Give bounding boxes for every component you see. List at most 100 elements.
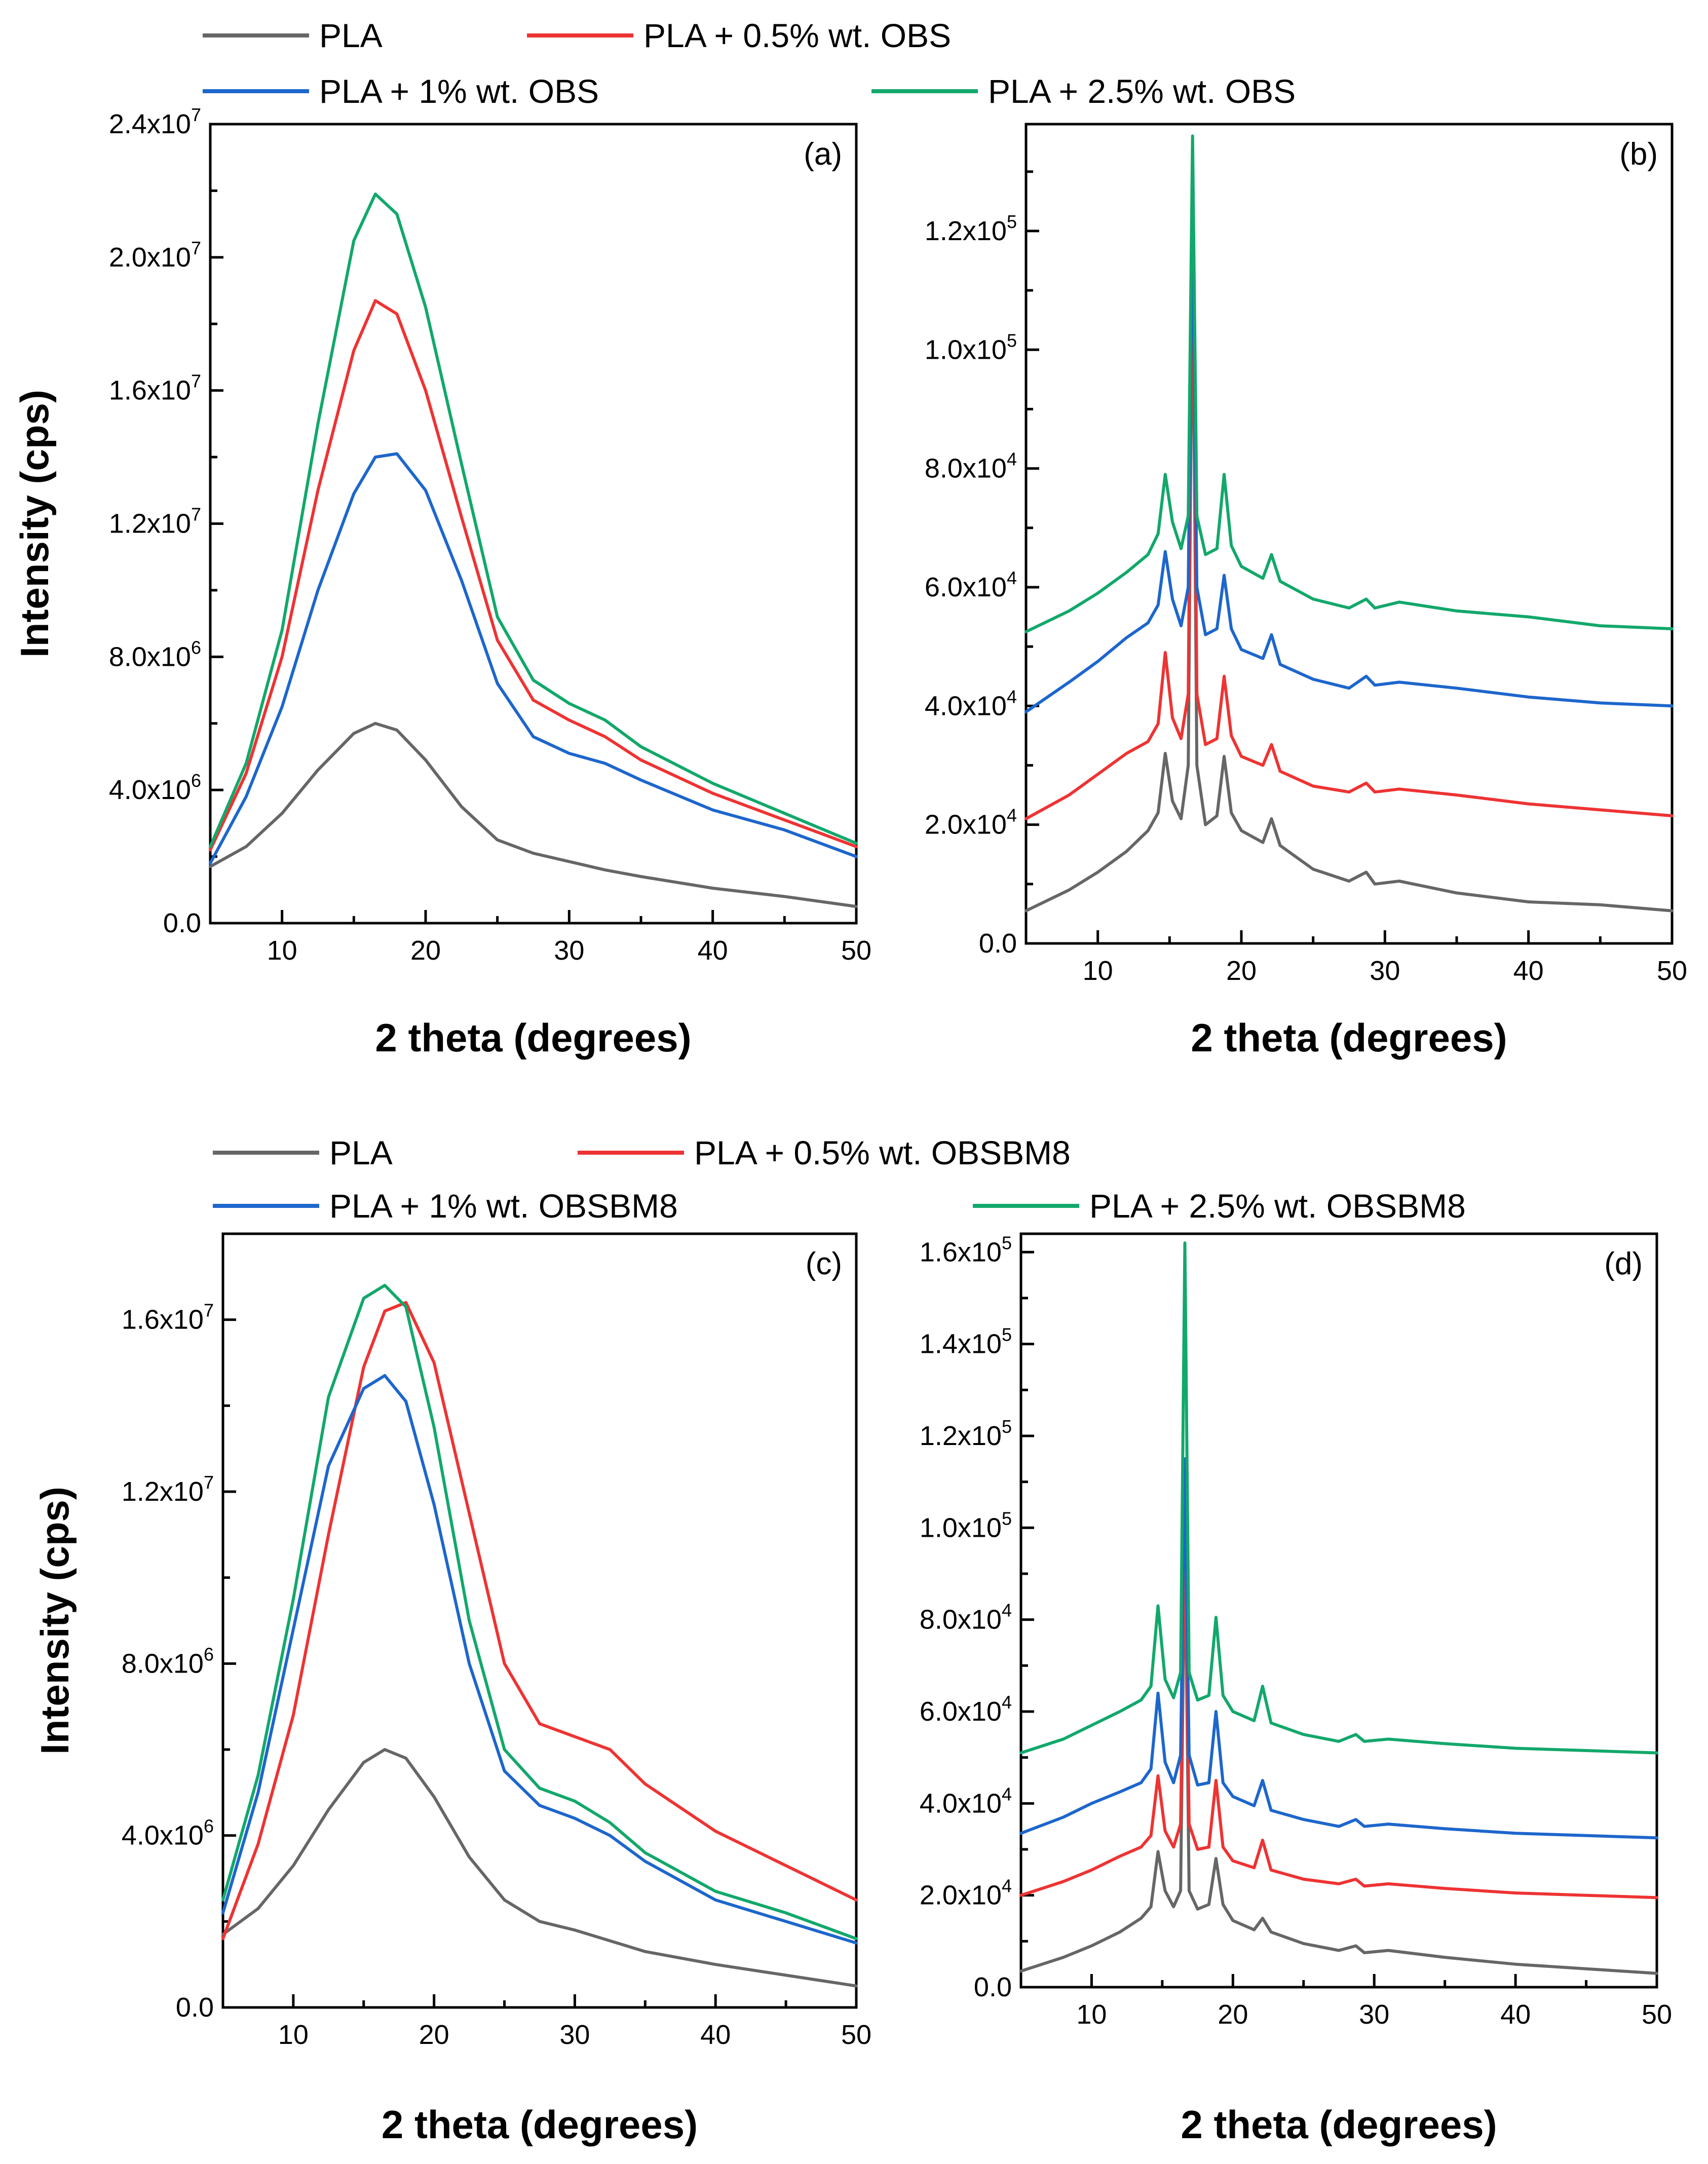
y-tick-exponent: 4 <box>1002 1876 1012 1896</box>
x-tick-label: 20 <box>410 935 441 966</box>
y-tick-label: 8.0x106 <box>109 637 201 672</box>
x-tick-label: 30 <box>1359 1999 1389 2030</box>
y-tick-label: 4.0x104 <box>920 1783 1012 1818</box>
x-axis-title: 2 theta (degrees) <box>382 2102 698 2147</box>
y-tick-label: 2.0x104 <box>925 805 1017 840</box>
legend-label: PLA <box>319 17 383 54</box>
y-tick-mantissa: 1.2x10 <box>920 1421 1002 1451</box>
x-tick-label: 40 <box>700 2020 731 2050</box>
y-tick-mantissa: 4.0x10 <box>925 691 1007 721</box>
x-tick-label: 40 <box>698 935 728 966</box>
y-tick-exponent: 4 <box>1007 686 1017 707</box>
y-tick-mantissa: 2.0x10 <box>109 242 191 273</box>
legend-top: PLA PLA + 0.5% wt. OBS PLA + 1% wt. OBS PLA… <box>203 17 1296 110</box>
chart-panel-c: 10 20 30 40 500.04.0x1068.0x1061.2x1071.6x10… <box>32 1232 871 2147</box>
chart-panel-a: 10 20 30 40 500.04.0x1068.0x1061.2x1071.6x10… <box>12 104 871 1060</box>
y-tick-label: 2.4x107 <box>109 104 201 139</box>
series-line-pla <box>1019 1526 1658 1975</box>
y-tick-exponent: 7 <box>191 104 201 125</box>
series-line-pla05 <box>1024 187 1674 820</box>
x-tick-label: 50 <box>1642 1999 1672 2030</box>
y-tick-label: 1.6x105 <box>920 1232 1012 1267</box>
y-tick-exponent: 5 <box>1002 1416 1012 1437</box>
panel-label: (c) <box>806 1246 842 1281</box>
x-tick-label: 20 <box>1226 956 1257 986</box>
y-tick-mantissa: 1.6x10 <box>109 375 191 406</box>
series-line-pla1 <box>221 1374 858 1945</box>
y-tick-label: 4.0x104 <box>925 686 1017 721</box>
series-line-pla1 <box>1019 1457 1658 1840</box>
series-line-pla <box>221 1748 858 1988</box>
y-tick-mantissa: 1.0x10 <box>925 334 1007 365</box>
x-tick-label: 10 <box>1083 956 1113 986</box>
series-line-pla25 <box>1019 1241 1658 1755</box>
x-tick-label: 10 <box>1076 1999 1107 2030</box>
y-tick-label: 8.0x106 <box>122 1644 214 1679</box>
y-tick-mantissa: 1.2x10 <box>122 1476 204 1507</box>
legend-item-pla: PLA <box>213 1134 393 1171</box>
y-tick-exponent: 4 <box>1007 805 1017 826</box>
y-tick-mantissa: 6.0x10 <box>925 572 1007 602</box>
series-line-pla <box>1024 241 1674 913</box>
y-tick-mantissa: 1.6x10 <box>920 1237 1002 1267</box>
y-tick-mantissa: 2.0x10 <box>920 1880 1002 1911</box>
y-tick-exponent: 5 <box>1002 1508 1012 1529</box>
legend-label: PLA + 0.5% wt. OBSBM8 <box>694 1134 1071 1171</box>
y-tick-mantissa: 4.0x10 <box>920 1788 1002 1818</box>
legend-label: PLA + 2.5% wt. OBSBM8 <box>1089 1187 1466 1225</box>
y-tick-label: 0.0 <box>163 908 201 938</box>
series-line-pla1 <box>209 452 858 865</box>
chart-panel-b: 10 20 30 40 500.02.0x1044.0x1046.0x1048.0x10… <box>925 123 1687 1060</box>
y-tick-exponent: 7 <box>191 238 201 258</box>
legend-item-pla05: PLA + 0.5% wt. OBSBM8 <box>578 1134 1071 1171</box>
y-tick-label: 0.0 <box>974 1972 1012 2002</box>
y-tick-mantissa: 2.0x10 <box>925 810 1007 840</box>
y-tick-mantissa: 8.0x10 <box>122 1648 204 1679</box>
y-axis-title: Intensity (cps) <box>12 390 57 658</box>
legend-label: PLA + 1% wt. OBS <box>319 72 599 110</box>
series-line-pla25 <box>209 193 858 848</box>
y-tick-mantissa: 8.0x10 <box>920 1605 1002 1635</box>
series-line-pla <box>209 722 858 908</box>
y-tick-label: 1.2x105 <box>920 1416 1012 1451</box>
series-line-pla25 <box>1024 134 1674 633</box>
y-tick-exponent: 5 <box>1007 211 1017 232</box>
series-line-pla25 <box>221 1283 858 1941</box>
y-tick-exponent: 6 <box>191 770 201 791</box>
y-tick-label: 1.6x107 <box>109 371 201 406</box>
plot-frame <box>1024 123 1674 945</box>
legend-bottom: PLA PLA + 0.5% wt. OBSBM8 PLA + 1% wt. OBS… <box>213 1134 1466 1225</box>
legend-item-pla05: PLA + 0.5% wt. OBS <box>527 17 951 54</box>
y-tick-exponent: 6 <box>204 1816 214 1837</box>
x-tick-label: 50 <box>841 2020 871 2050</box>
x-tick-label: 50 <box>1657 956 1687 986</box>
x-tick-label: 40 <box>1513 956 1544 986</box>
x-tick-label: 30 <box>1370 956 1400 986</box>
x-tick-label: 30 <box>559 2020 590 2050</box>
y-tick-mantissa: 8.0x10 <box>925 453 1007 484</box>
y-tick-label: 6.0x104 <box>925 567 1017 602</box>
legend-item-pla1: PLA + 1% wt. OBSBM8 <box>213 1187 678 1225</box>
series-line-pla05 <box>209 299 858 852</box>
plot-frame <box>221 1232 858 2009</box>
y-tick-mantissa: 4.0x10 <box>122 1820 204 1851</box>
x-axis-title: 2 theta (degrees) <box>1191 1015 1507 1060</box>
panel-label: (b) <box>1619 137 1658 172</box>
y-tick-label: 8.0x104 <box>920 1600 1012 1635</box>
y-tick-exponent: 7 <box>204 1300 214 1321</box>
x-tick-label: 10 <box>278 2020 309 2050</box>
y-tick-exponent: 7 <box>191 504 201 525</box>
x-tick-label: 10 <box>267 935 297 966</box>
y-tick-label: 2.0x104 <box>920 1876 1012 1911</box>
legend-item-pla1: PLA + 1% wt. OBS <box>203 72 599 110</box>
y-tick-mantissa: 6.0x10 <box>920 1696 1002 1727</box>
y-tick-label: 1.0x105 <box>920 1508 1012 1543</box>
y-tick-mantissa: 1.2x10 <box>925 216 1007 246</box>
y-tick-mantissa: 8.0x10 <box>109 641 191 672</box>
panel-label: (a) <box>804 137 842 172</box>
series-line-pla05 <box>1019 1517 1658 1900</box>
y-tick-mantissa: 1.4x10 <box>920 1329 1002 1359</box>
series-line-pla05 <box>221 1301 858 1941</box>
y-tick-mantissa: 1.0x10 <box>920 1512 1002 1543</box>
